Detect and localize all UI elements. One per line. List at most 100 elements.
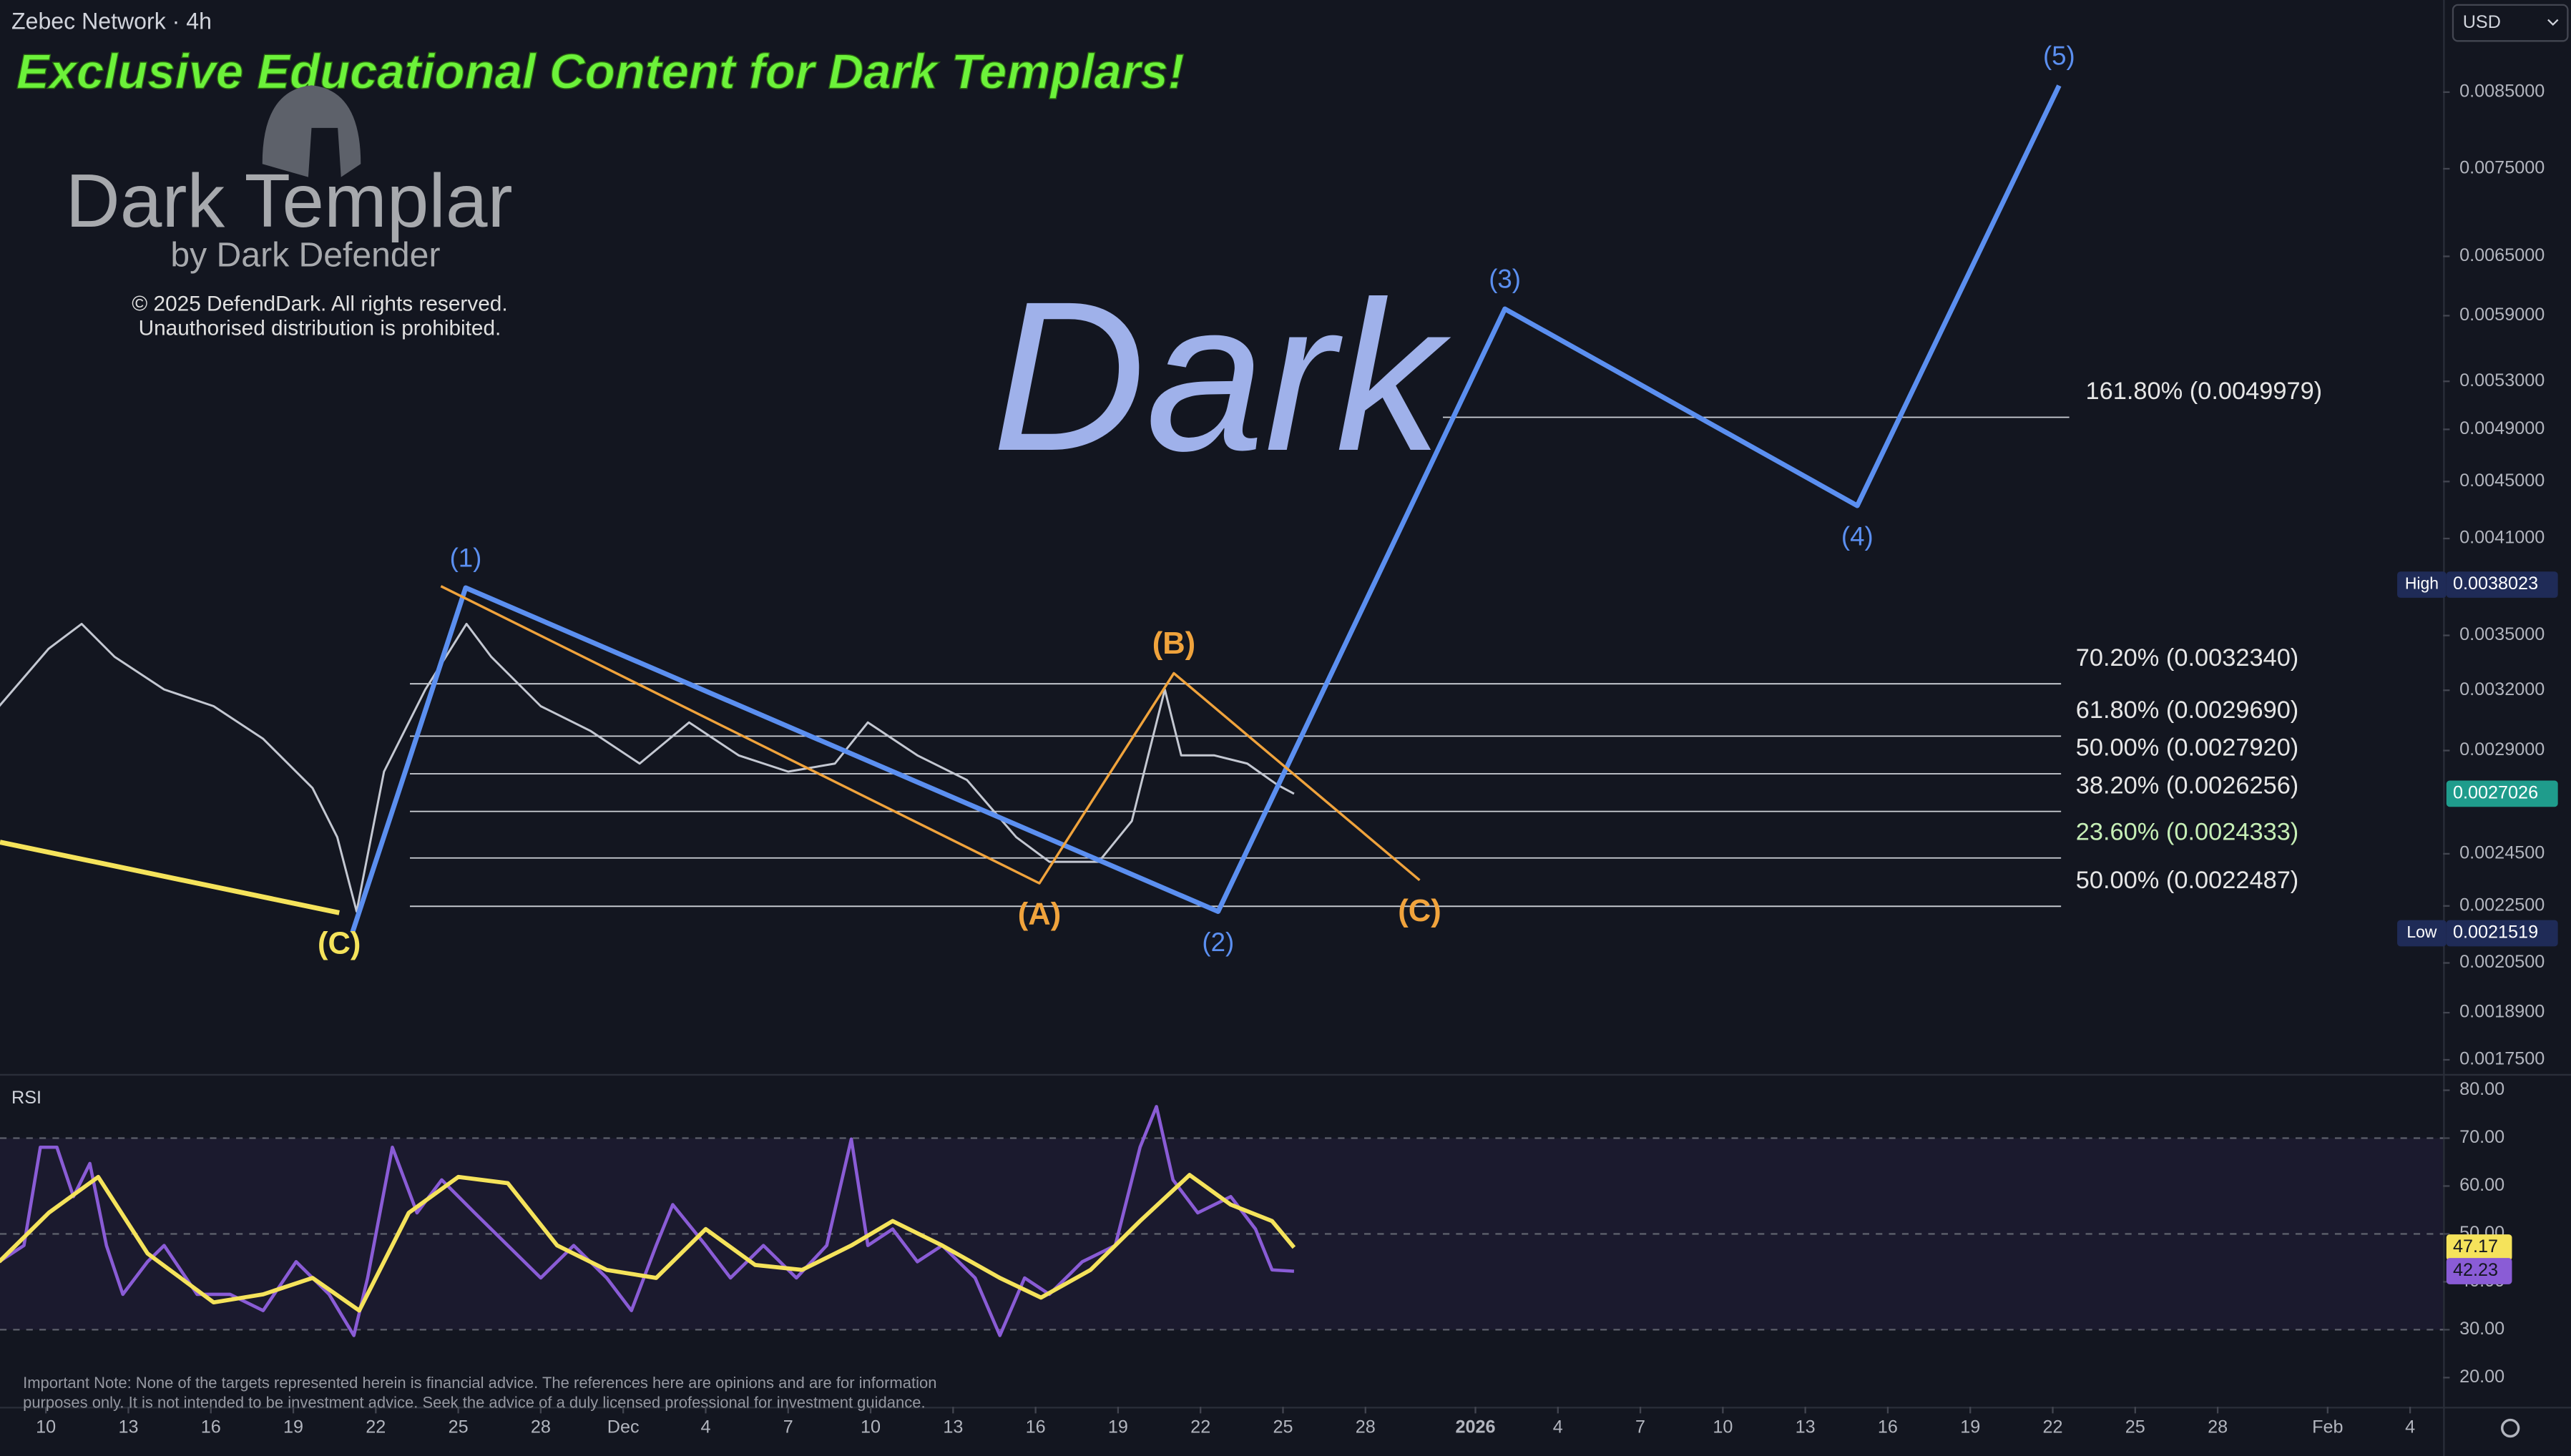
price-badge	[2446, 1234, 2512, 1261]
label-layer: 161.80% (0.0049979) 70.20% (0.0032340) 61.…	[318, 41, 2558, 1284]
series-line	[0, 840, 340, 915]
x-tick-label: 10	[861, 1417, 881, 1437]
currency-label[interactable]: USD	[2463, 12, 2501, 32]
price-badge	[2446, 920, 2558, 947]
price-badge	[2446, 1258, 2512, 1284]
series-line	[0, 1173, 1296, 1313]
price-badge	[2446, 571, 2558, 598]
wave-label: (1)	[450, 543, 482, 573]
wave-label: (5)	[2043, 41, 2075, 70]
disclaimer-line: purposes only. It is not intended to be …	[23, 1393, 925, 1411]
y-tick-label: 0.0045000	[2459, 471, 2545, 491]
y-tick-label: 0.0018900	[2459, 1002, 2545, 1022]
y-tick-label: 0.0017500	[2459, 1049, 2545, 1069]
series-line	[0, 1105, 1295, 1337]
x-tick-label: 4	[2405, 1417, 2415, 1437]
x-tick-label: 13	[943, 1417, 963, 1437]
y-tick-label: 20.00	[2459, 1367, 2504, 1387]
logo-text: Dark Templar	[66, 159, 513, 243]
wave-label: (B)	[1152, 626, 1195, 661]
axis-layer: 0.0085000 0.0075000 0.0065000 0.0059000 0.00…	[0, 81, 2545, 1437]
y-tick-label: 0.0049000	[2459, 418, 2545, 438]
y-tick-label: 0.0020500	[2459, 952, 2545, 972]
x-tick-label: Dec	[607, 1417, 640, 1437]
x-tick-label: 16	[1878, 1417, 1898, 1437]
price-badge-label: 47.17	[2453, 1236, 2498, 1256]
x-tick-label: 22	[1190, 1417, 1210, 1437]
fib-label: 23.60% (0.0024333)	[2076, 818, 2298, 845]
x-tick-label: 25	[449, 1417, 469, 1437]
x-tick-label: 16	[1026, 1417, 1046, 1437]
x-tick-label: 19	[1960, 1417, 1980, 1437]
price-badge	[2446, 780, 2558, 807]
y-tick-label: 30.00	[2459, 1319, 2504, 1339]
notice: Unauthorised distribution is prohibited.	[139, 317, 501, 340]
x-tick-label: 10	[1713, 1417, 1733, 1437]
y-tick-label: 0.0035000	[2459, 624, 2545, 644]
x-tick-label: 7	[1635, 1417, 1645, 1437]
x-tick-label: 19	[1108, 1417, 1128, 1437]
y-tick-label: 0.0085000	[2459, 81, 2545, 101]
y-tick-label: 0.0059000	[2459, 305, 2545, 325]
y-tick-label: 0.0075000	[2459, 158, 2545, 178]
y-tick-label: 0.0029000	[2459, 739, 2545, 759]
x-tick-label: 22	[366, 1417, 386, 1437]
wave-label: (C)	[1398, 894, 1441, 928]
series-line	[0, 622, 1295, 913]
x-tick-label: 25	[2125, 1417, 2145, 1437]
banner: Exclusive Educational Content for Dark T…	[16, 44, 1185, 99]
helmet-icon	[262, 85, 361, 177]
badge-tag	[2397, 571, 2447, 598]
y-tick-label: 0.0065000	[2459, 245, 2545, 265]
y-tick-label: 80.00	[2459, 1079, 2504, 1099]
plot-layer	[0, 84, 2070, 1337]
currency-select[interactable]: USD	[2452, 4, 2569, 42]
series-line	[440, 585, 1421, 885]
x-tick-label: 4	[1553, 1417, 1563, 1437]
x-tick-label: 4	[700, 1417, 710, 1437]
x-tick-label: 13	[118, 1417, 138, 1437]
badge-tag-label: Low	[2406, 923, 2437, 941]
price-badge-label: 0.0027026	[2453, 783, 2538, 803]
y-tick-label: 0.0022500	[2459, 895, 2545, 915]
x-tick-label: Feb	[2312, 1417, 2343, 1437]
symbol-title: Zebec Network · 4h	[11, 9, 212, 34]
x-tick-label: 13	[1796, 1417, 1816, 1437]
fib-label: 38.20% (0.0026256)	[2076, 772, 2298, 799]
price-badge-label: 0.0021519	[2453, 923, 2538, 943]
x-tick-label: 25	[1273, 1417, 1293, 1437]
fib-label: 70.20% (0.0032340)	[2076, 644, 2298, 672]
fib-label: 50.00% (0.0022487)	[2076, 867, 2298, 894]
series-line	[350, 84, 2062, 934]
x-tick-label: 28	[1356, 1417, 1376, 1437]
badge-tag-label: High	[2405, 574, 2439, 593]
pane-title: RSI	[11, 1088, 41, 1108]
badge-tag	[2397, 920, 2447, 947]
x-tick-label: 16	[201, 1417, 221, 1437]
price-badge-label: 0.0038023	[2453, 574, 2538, 594]
wave-label: (A)	[1018, 897, 1061, 931]
y-tick-label: 0.0024500	[2459, 843, 2545, 863]
x-tick-label: 22	[2042, 1417, 2062, 1437]
y-tick-label: 0.0041000	[2459, 528, 2545, 548]
x-tick-label: 2026	[1455, 1417, 1495, 1437]
x-tick-label: 10	[36, 1417, 56, 1437]
x-tick-label: 19	[283, 1417, 303, 1437]
x-tick-label: 28	[531, 1417, 551, 1437]
x-tick-label: 28	[2208, 1417, 2228, 1437]
settings-icon[interactable]	[2501, 1418, 2520, 1438]
copyright: © 2025 DefendDark. All rights reserved.	[132, 292, 507, 315]
watermark: Dark	[992, 257, 1452, 496]
wave-label: (2)	[1202, 928, 1234, 957]
logo-byline: by Dark Defender	[170, 236, 440, 275]
wave-label: (C)	[318, 927, 361, 961]
price-badge-label: 42.23	[2453, 1260, 2498, 1280]
y-tick-label: 70.00	[2459, 1127, 2504, 1147]
disclaimer-line: Important Note: None of the targets repr…	[23, 1374, 936, 1392]
y-tick-label: 0.0053000	[2459, 370, 2545, 390]
x-tick-label: 7	[783, 1417, 793, 1437]
y-tick-label: 0.0032000	[2459, 679, 2545, 699]
fib-label: 50.00% (0.0027920)	[2076, 734, 2298, 762]
fib-label: 161.80% (0.0049979)	[2086, 378, 2323, 405]
